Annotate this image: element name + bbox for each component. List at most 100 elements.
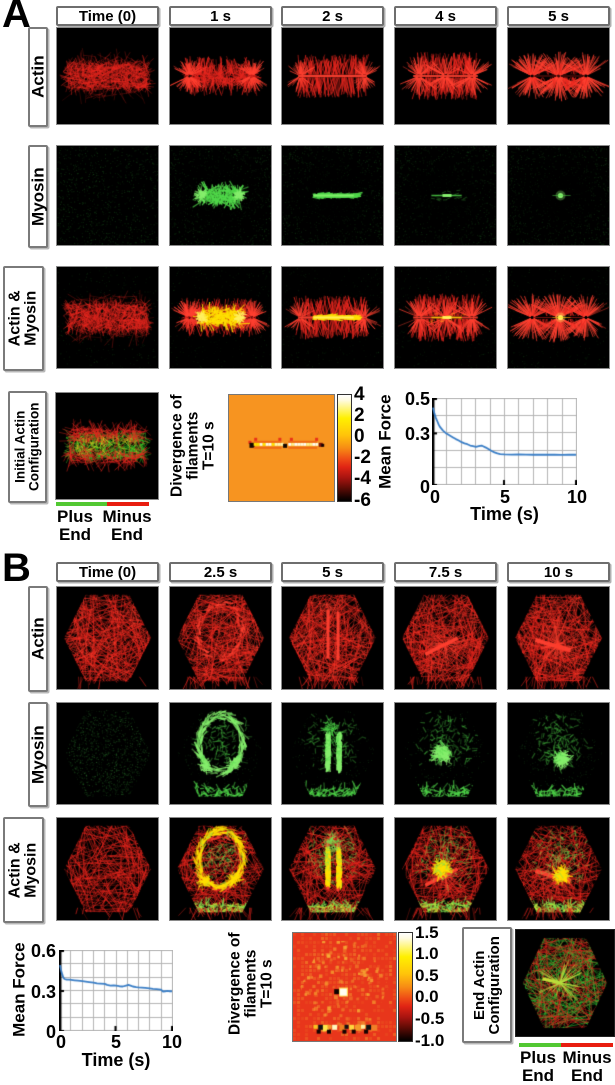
- mean-force-plot-a: [432, 398, 577, 485]
- row-label-text: Actin: [28, 617, 48, 661]
- colorbar-tick-label: 0.0: [415, 987, 439, 1007]
- y-tick-b-2: 0: [45, 1022, 56, 1042]
- plus-end-line-b: [519, 1043, 561, 1047]
- colorbar-tick-label: 1.5: [415, 922, 439, 942]
- x-tick-a-2: 10: [566, 487, 588, 507]
- sim-frame-a-myosinA-0: [56, 145, 159, 246]
- sim-frame-a-actinA-1: [169, 27, 272, 125]
- column-header-b-0: Time (0): [56, 562, 159, 582]
- x-tick-b-1: 5: [110, 1032, 121, 1052]
- sim-frame-a-actinA-3: [394, 27, 497, 125]
- colorbar-a: [337, 394, 352, 502]
- colorbar-tick-label: -0.5: [415, 1009, 445, 1029]
- sim-frame-a-amA-3: [394, 266, 497, 369]
- row-label-text: Myosin: [28, 167, 48, 226]
- column-header-a-4: 5 s: [507, 6, 610, 26]
- end-actin-configuration-image: [515, 929, 615, 1037]
- mean-force-plot-b: [59, 950, 173, 1031]
- row-label-text: Actin & Myosin: [6, 290, 40, 347]
- row-label-actin-a: Actin: [28, 27, 48, 127]
- y-tick-b-1: 0.3: [30, 982, 56, 1002]
- x-tick-b-0: 0: [55, 1032, 66, 1052]
- row-label-myosin-a: Myosin: [28, 145, 48, 248]
- x-tick-a-1: 5: [499, 487, 510, 507]
- initial-actin-configuration-image: [55, 392, 159, 500]
- row-label-text: Actin: [28, 55, 48, 99]
- sim-frame-b-actinB-3: [394, 586, 497, 690]
- column-header-b-3: 7.5 s: [394, 562, 497, 582]
- time-xlabel-a: Time (s): [470, 504, 539, 524]
- column-header-a-3: 4 s: [394, 6, 497, 26]
- panel-b-letter: B: [2, 546, 31, 590]
- initial-actin-config-label: Initial Actin Configuration: [12, 402, 42, 492]
- colorbar-tick-label: -4: [354, 468, 371, 490]
- x-tick-a-0: 0: [429, 487, 440, 507]
- sim-frame-b-actinB-4: [507, 586, 610, 690]
- sim-frame-b-actinB-2: [281, 586, 384, 690]
- mean-force-ylabel-a: Mean Force: [375, 394, 395, 490]
- sim-frame-b-actinB-1: [169, 586, 272, 690]
- row-label-actin-myosin-b: Actin & Myosin: [3, 817, 44, 923]
- y-tick-a-1: 0.3: [404, 424, 430, 444]
- y-tick-a-2: 0: [419, 477, 430, 497]
- colorbar-tick-label: 4: [354, 383, 365, 405]
- sim-frame-b-amB-4: [507, 817, 610, 921]
- colorbar-tick-label: -6: [354, 489, 371, 511]
- divergence-label-a: Divergence of filaments T=10 s: [164, 391, 222, 501]
- column-header-b-4: 10 s: [507, 562, 610, 582]
- end-actin-config-label-box: End Actin Configuration: [462, 927, 512, 1043]
- column-header-a-2: 2 s: [281, 6, 384, 26]
- initial-actin-config-label-box: Initial Actin Configuration: [8, 391, 47, 503]
- plus-end-line-a: [56, 502, 107, 506]
- colorbar-tick-label: 0.5: [415, 965, 439, 985]
- sim-frame-b-myosinB-4: [507, 702, 610, 805]
- row-label-text: Actin & Myosin: [6, 842, 40, 898]
- minus-end-line-b: [561, 1043, 613, 1047]
- sim-frame-b-myosinB-1: [169, 702, 272, 805]
- divergence-time-text: T=10 s: [257, 959, 275, 1009]
- sim-frame-a-amA-2: [281, 266, 384, 369]
- colorbar-tick-label: 0: [354, 425, 365, 447]
- colorbar-tick-label: 1.0: [415, 944, 439, 964]
- x-tick-b-2: 10: [161, 1032, 183, 1052]
- colorbar-b: [398, 932, 413, 1042]
- minus-end-label-a: Minus End: [102, 507, 152, 545]
- divergence-heatmap-b: [292, 932, 397, 1042]
- row-label-actin-myosin-a: Actin & Myosin: [3, 266, 44, 371]
- row-label-actin-b: Actin: [28, 586, 48, 692]
- sim-frame-a-amA-1: [169, 266, 272, 369]
- minus-end-label-b: Minus End: [562, 1048, 612, 1085]
- row-label-myosin-b: Myosin: [28, 702, 48, 807]
- column-header-a-1: 1 s: [169, 6, 272, 26]
- divergence-label-text: Divergence of filaments: [226, 932, 260, 1036]
- sim-frame-a-amA-4: [507, 266, 610, 369]
- column-header-a-0: Time (0): [56, 6, 159, 26]
- colorbar-tick-label: -1.0: [415, 1030, 445, 1050]
- divergence-heatmap-a: [228, 394, 335, 502]
- sim-frame-a-actinA-0: [56, 27, 159, 125]
- sim-frame-b-myosinB-3: [394, 702, 497, 805]
- divergence-label-text: Divergence of filaments: [168, 394, 202, 498]
- sim-frame-a-actinA-2: [281, 27, 384, 125]
- sim-frame-a-myosinA-3: [394, 145, 497, 246]
- plus-end-label-b: Plus End: [520, 1048, 556, 1085]
- sim-frame-a-myosinA-2: [281, 145, 384, 246]
- column-header-b-2: 5 s: [281, 562, 384, 582]
- end-actin-config-label: End Actin Configuration: [470, 935, 504, 1035]
- sim-frame-b-actinB-0: [56, 586, 159, 690]
- sim-frame-b-amB-3: [394, 817, 497, 921]
- time-xlabel-b: Time (s): [81, 1050, 151, 1070]
- y-tick-b-0: 0.6: [30, 941, 56, 961]
- sim-frame-a-myosinA-1: [169, 145, 272, 246]
- sim-frame-b-amB-2: [281, 817, 384, 921]
- row-label-text: Myosin: [28, 725, 48, 784]
- sim-frame-b-amB-1: [169, 817, 272, 921]
- divergence-time-text: T=10 s: [199, 421, 217, 471]
- sim-frame-a-amA-0: [56, 266, 159, 369]
- colorbar-tick-label: -2: [354, 447, 371, 469]
- panel-a-letter: A: [2, 0, 31, 36]
- plus-end-label-a: Plus End: [57, 507, 93, 545]
- column-header-b-1: 2.5 s: [169, 562, 272, 582]
- sim-frame-b-myosinB-2: [281, 702, 384, 805]
